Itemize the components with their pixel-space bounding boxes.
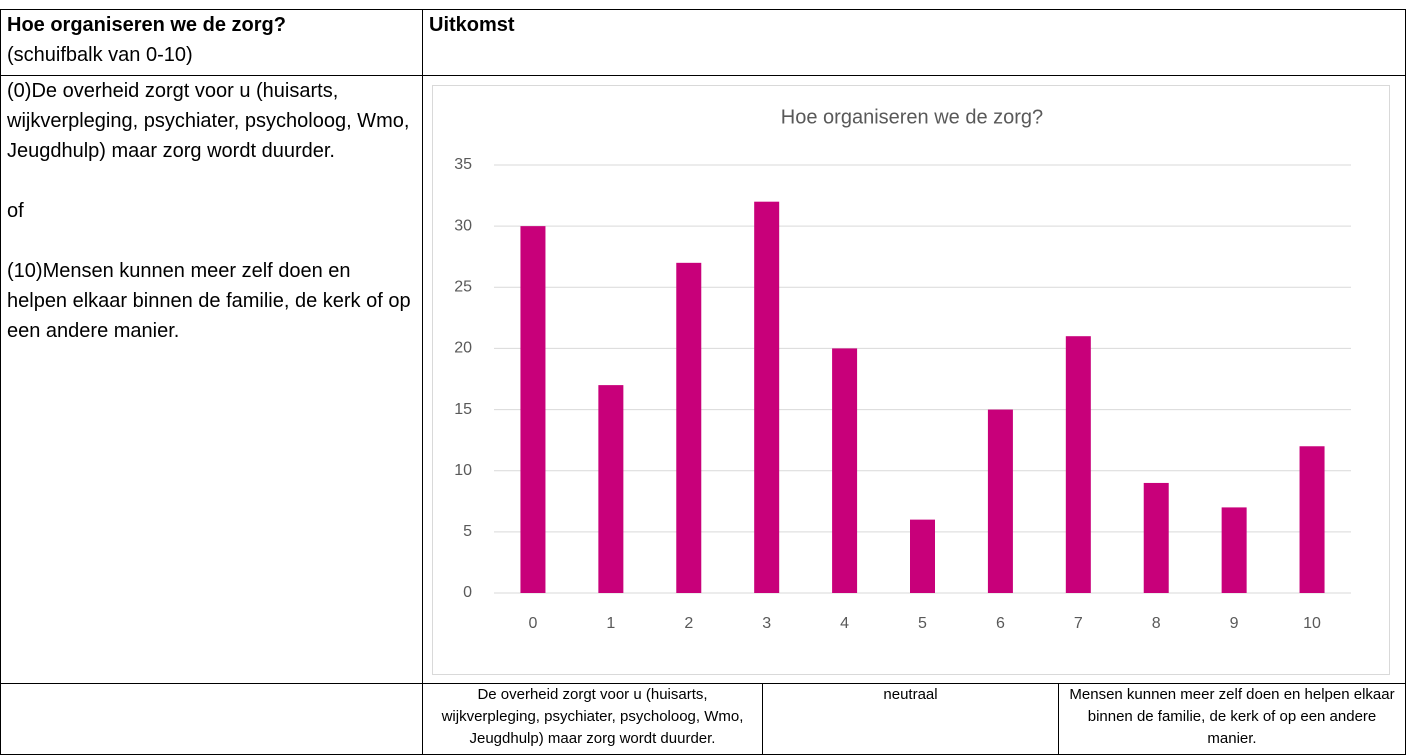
x-tick-label: 7 (1074, 615, 1083, 632)
empty-cell (0, 683, 423, 755)
header-outcome: Uitkomst (429, 14, 515, 36)
scale-label: neutraal (883, 686, 938, 703)
y-tick-label: 0 (463, 584, 472, 601)
x-tick-label: 0 (529, 615, 538, 632)
bar (1065, 336, 1091, 593)
header-subtitle: (schuifbalk van 0-10) (7, 44, 193, 66)
chart-title: Hoe organiseren we de zorg? (781, 106, 1043, 128)
scale-label-cell: De overheid zorgt voor u (huisarts, wijk… (422, 683, 763, 755)
scale-label: De overheid zorgt voor u (huisarts, wijk… (441, 686, 744, 747)
scale-label-cell: Mensen kunnen meer zelf doen en helpen e… (1058, 683, 1406, 755)
x-tick-label: 8 (1152, 615, 1161, 632)
bar (1299, 446, 1325, 593)
bar (1143, 482, 1169, 593)
header-question-cell: Hoe organiseren we de zorg? (schuifbalk … (0, 9, 423, 76)
bar (987, 409, 1013, 593)
bar (598, 385, 624, 593)
header-outcome-cell: Uitkomst (422, 9, 1406, 76)
chart: Hoe organiseren we de zorg? 051015202530… (432, 85, 1390, 675)
option-text: (10)Mensen kunnen meer zelf doen en help… (7, 260, 411, 342)
scale-label-cell: neutraal (762, 683, 1059, 755)
x-tick-label: 10 (1303, 615, 1321, 632)
bar (832, 348, 858, 593)
header-question: Hoe organiseren we de zorg? (7, 14, 286, 36)
x-tick-label: 3 (762, 615, 771, 632)
option-text: (0)De overheid zorgt voor u (huisarts, w… (7, 80, 410, 162)
x-tick-label: 2 (684, 615, 693, 632)
y-tick-label: 20 (454, 340, 472, 357)
y-tick-label: 35 (454, 156, 472, 173)
x-tick-label: 4 (840, 615, 849, 632)
y-tick-label: 10 (454, 462, 472, 479)
x-tick-label: 1 (606, 615, 615, 632)
x-tick-label: 5 (918, 615, 927, 632)
bar (754, 201, 780, 593)
x-tick-label: 6 (996, 615, 1005, 632)
options-cell: (0)De overheid zorgt voor u (huisarts, w… (0, 75, 423, 684)
y-tick-label: 5 (463, 523, 472, 540)
y-tick-label: 25 (454, 279, 472, 296)
scale-label: Mensen kunnen meer zelf doen en helpen e… (1069, 686, 1395, 747)
y-tick-label: 15 (454, 401, 472, 418)
bar (676, 262, 702, 593)
bar (1221, 507, 1247, 593)
bar (520, 226, 546, 593)
option-text: of (7, 200, 24, 222)
bar (910, 519, 935, 593)
y-tick-label: 30 (454, 217, 472, 234)
x-tick-label: 9 (1230, 615, 1239, 632)
